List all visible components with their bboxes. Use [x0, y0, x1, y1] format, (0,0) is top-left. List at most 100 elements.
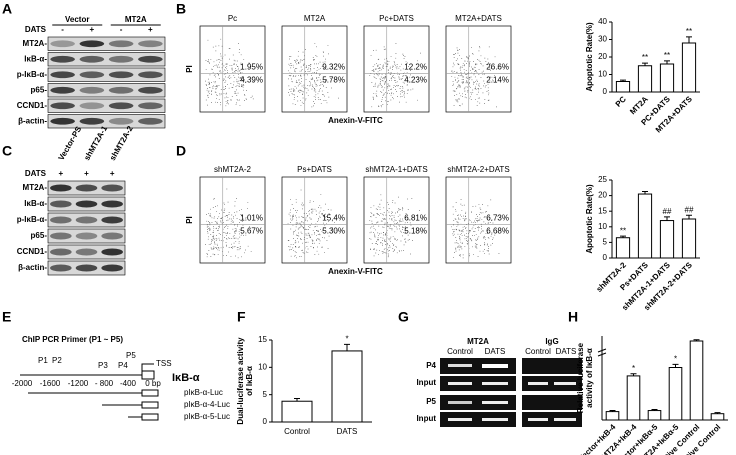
plot-title: MT2A: [304, 14, 326, 23]
group-label: shMT2A-1: [82, 124, 109, 162]
row-label: p-IκB-α-: [17, 215, 48, 224]
panel-label: B: [176, 1, 186, 17]
band: [75, 232, 98, 240]
significance: **: [664, 51, 670, 60]
error-bar: [294, 397, 300, 402]
gel-images: [440, 358, 582, 427]
blot-strip: [47, 52, 166, 67]
band: [79, 117, 105, 125]
error-bar: [686, 214, 692, 219]
bar: [626, 375, 641, 421]
plot-frame: [281, 176, 348, 264]
panel-label: H: [568, 309, 578, 325]
significance: **: [642, 53, 648, 62]
y-axis-label: Apoptotic Rate(%): [585, 22, 594, 92]
bar: [681, 218, 697, 259]
panel-label: D: [176, 143, 186, 159]
band: [138, 40, 163, 48]
band: [108, 55, 134, 63]
band: [101, 184, 123, 192]
plot-title: Ps+DATS: [297, 165, 332, 174]
y-axis-label: Dual-luciferase activity: [236, 337, 245, 425]
group-label: Vector: [65, 15, 89, 24]
construct-label: pIκB-α-Luc: [184, 388, 223, 397]
band: [50, 200, 72, 208]
error-bar: [664, 216, 670, 221]
panel-e-diagram: [20, 363, 159, 421]
scatter-dots: [288, 42, 339, 108]
y-tick-label: 5: [263, 390, 268, 399]
blot-strip: [47, 228, 126, 244]
sign-label: -: [120, 25, 123, 34]
band: [50, 264, 72, 272]
luc-box: [141, 389, 159, 397]
significance: *: [632, 364, 635, 373]
bar: [637, 193, 653, 259]
plot-title: shMT2A-2: [214, 165, 251, 174]
band: [528, 418, 548, 421]
band: [79, 55, 105, 63]
lane-label: Control: [525, 347, 551, 356]
quadrant-value: 6.68%: [486, 226, 509, 235]
error-bar: [620, 235, 626, 238]
band: [448, 418, 472, 421]
row-label: Input: [416, 378, 436, 387]
gel: [522, 395, 582, 410]
row-label: MT2A-: [23, 39, 48, 48]
error-bar: [714, 412, 721, 414]
panel-label: A: [2, 1, 12, 17]
sign-label: +: [110, 169, 115, 178]
quadrant-value: 15.4%: [322, 213, 345, 222]
y-axis-label: activity of IκB-α: [585, 348, 594, 408]
error-bar: [664, 60, 670, 64]
band: [138, 102, 163, 110]
y-tick-label: 30: [598, 35, 607, 44]
significance: *: [674, 354, 677, 363]
axis-label: PI: [185, 65, 194, 73]
y-tick-label: 0: [603, 87, 608, 96]
panel-label: C: [2, 143, 12, 159]
plot-frame: [445, 25, 512, 113]
band: [554, 418, 576, 421]
gene-box: [141, 370, 155, 380]
band: [108, 71, 134, 79]
quadrant-value: 26.6%: [486, 62, 509, 71]
y-tick-label: 10: [598, 70, 607, 79]
y-tick-label: 10: [598, 222, 607, 231]
y-axis-label: Relative luciferase: [576, 342, 585, 413]
band: [75, 264, 98, 272]
primer-label: P4: [118, 361, 128, 370]
y-tick-label: 25: [598, 175, 607, 184]
position-label: - 800: [95, 379, 114, 388]
y-tick-label: 15: [258, 335, 267, 344]
band: [528, 382, 548, 385]
luc-box: [141, 413, 159, 421]
quadrant-value: 5.67%: [240, 226, 263, 235]
bar: [668, 367, 683, 421]
construct-label: pIκB-α-4-Luc: [184, 400, 230, 409]
error-bar: [642, 62, 648, 66]
y-axis-label: of IκB-α: [245, 366, 254, 396]
axis-label: Anexin-V-FITC: [328, 267, 383, 276]
band: [75, 248, 98, 256]
x-tick-label: DATS: [337, 427, 358, 436]
gene-label: IκB-α: [172, 372, 200, 384]
band: [75, 216, 98, 224]
error-bar: [344, 343, 350, 351]
band: [448, 382, 472, 385]
bar: [615, 237, 631, 259]
y-tick-label: 5: [603, 238, 608, 247]
plot-frame: [281, 25, 348, 113]
position-label: 0 bp: [145, 379, 161, 388]
band: [101, 216, 123, 224]
gel: [440, 358, 516, 374]
panel-label: E: [2, 309, 11, 325]
blot-strip: [47, 114, 166, 129]
row-label: p65-: [31, 231, 48, 240]
blot-strip: [47, 98, 166, 113]
band: [50, 184, 72, 192]
blot-strip: [47, 67, 166, 82]
band: [50, 248, 72, 256]
sign-label: -: [61, 25, 64, 34]
band: [101, 264, 123, 272]
